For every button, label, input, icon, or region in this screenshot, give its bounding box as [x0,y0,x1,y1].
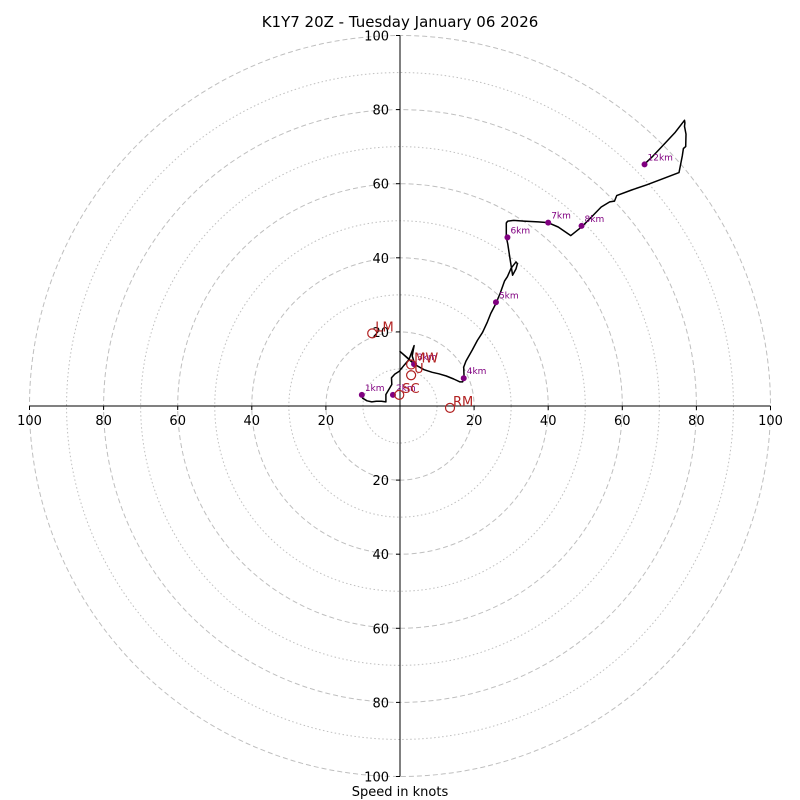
x-tick-label: 20 [466,414,483,429]
motion-marker [394,389,405,400]
height-label: 8km [585,215,605,225]
y-tick-label: 60 [372,622,389,637]
height-point [578,222,585,229]
height-label: 2km [396,384,416,394]
y-tick-label: 20 [372,326,389,341]
height-label: 12km [648,153,673,163]
storm-motion-markers: LM MWU SC RM [367,320,473,413]
motion-marker-label: SC [402,382,419,397]
y-tick-label: 100 [364,30,389,45]
y-tick-label: 100 [364,771,389,786]
height-label: 4km [467,367,487,377]
motion-marker-label: U [414,362,424,377]
y-tick-label: 80 [372,104,389,119]
motion-marker [406,359,417,370]
y-tick-label: 40 [372,548,389,563]
y-tick-label: 40 [372,252,389,267]
height-point [492,299,499,306]
x-tick-label: 100 [17,414,42,429]
height-label: 7km [551,212,571,222]
x-tick-label: 60 [169,414,186,429]
y-tick-label: 80 [372,696,389,711]
motion-marker-label: LM [375,320,393,335]
x-tick-label: 80 [95,414,112,429]
height-label: 6km [510,226,530,236]
height-point [641,161,648,168]
tick-labels: 100 80 60 40 20 20 40 60 80 100 100 80 60 40 20 20 40 60 8… [17,30,783,786]
chart-title: K1Y7 20Z - Tuesday January 06 2026 [262,13,539,31]
x-tick-label: 100 [758,414,783,429]
height-label: 5km [499,291,519,301]
x-tick-label: 40 [540,414,557,429]
height-points: 1km 2km 3km 4km 5km 6km 7km 8km 12km [358,153,673,398]
height-point [358,391,365,398]
height-label: 3km [417,353,437,363]
y-tick-label: 20 [372,474,389,489]
motion-marker [406,370,417,381]
height-point [504,234,511,241]
y-tick-label: 60 [372,178,389,193]
x-tick-label: 40 [244,414,261,429]
height-point [545,219,552,226]
x-tick-label: 80 [688,414,705,429]
motion-marker [444,402,456,413]
height-label: 1km [365,384,385,394]
motion-marker-label: RM [453,395,473,410]
x-axis-label: Speed in knots [352,785,449,800]
motion-marker-label: MW [414,352,438,367]
motion-marker [367,328,378,339]
x-tick-label: 60 [614,414,631,429]
axes [29,35,771,777]
x-tick-label: 20 [318,414,335,429]
height-point [460,375,467,382]
